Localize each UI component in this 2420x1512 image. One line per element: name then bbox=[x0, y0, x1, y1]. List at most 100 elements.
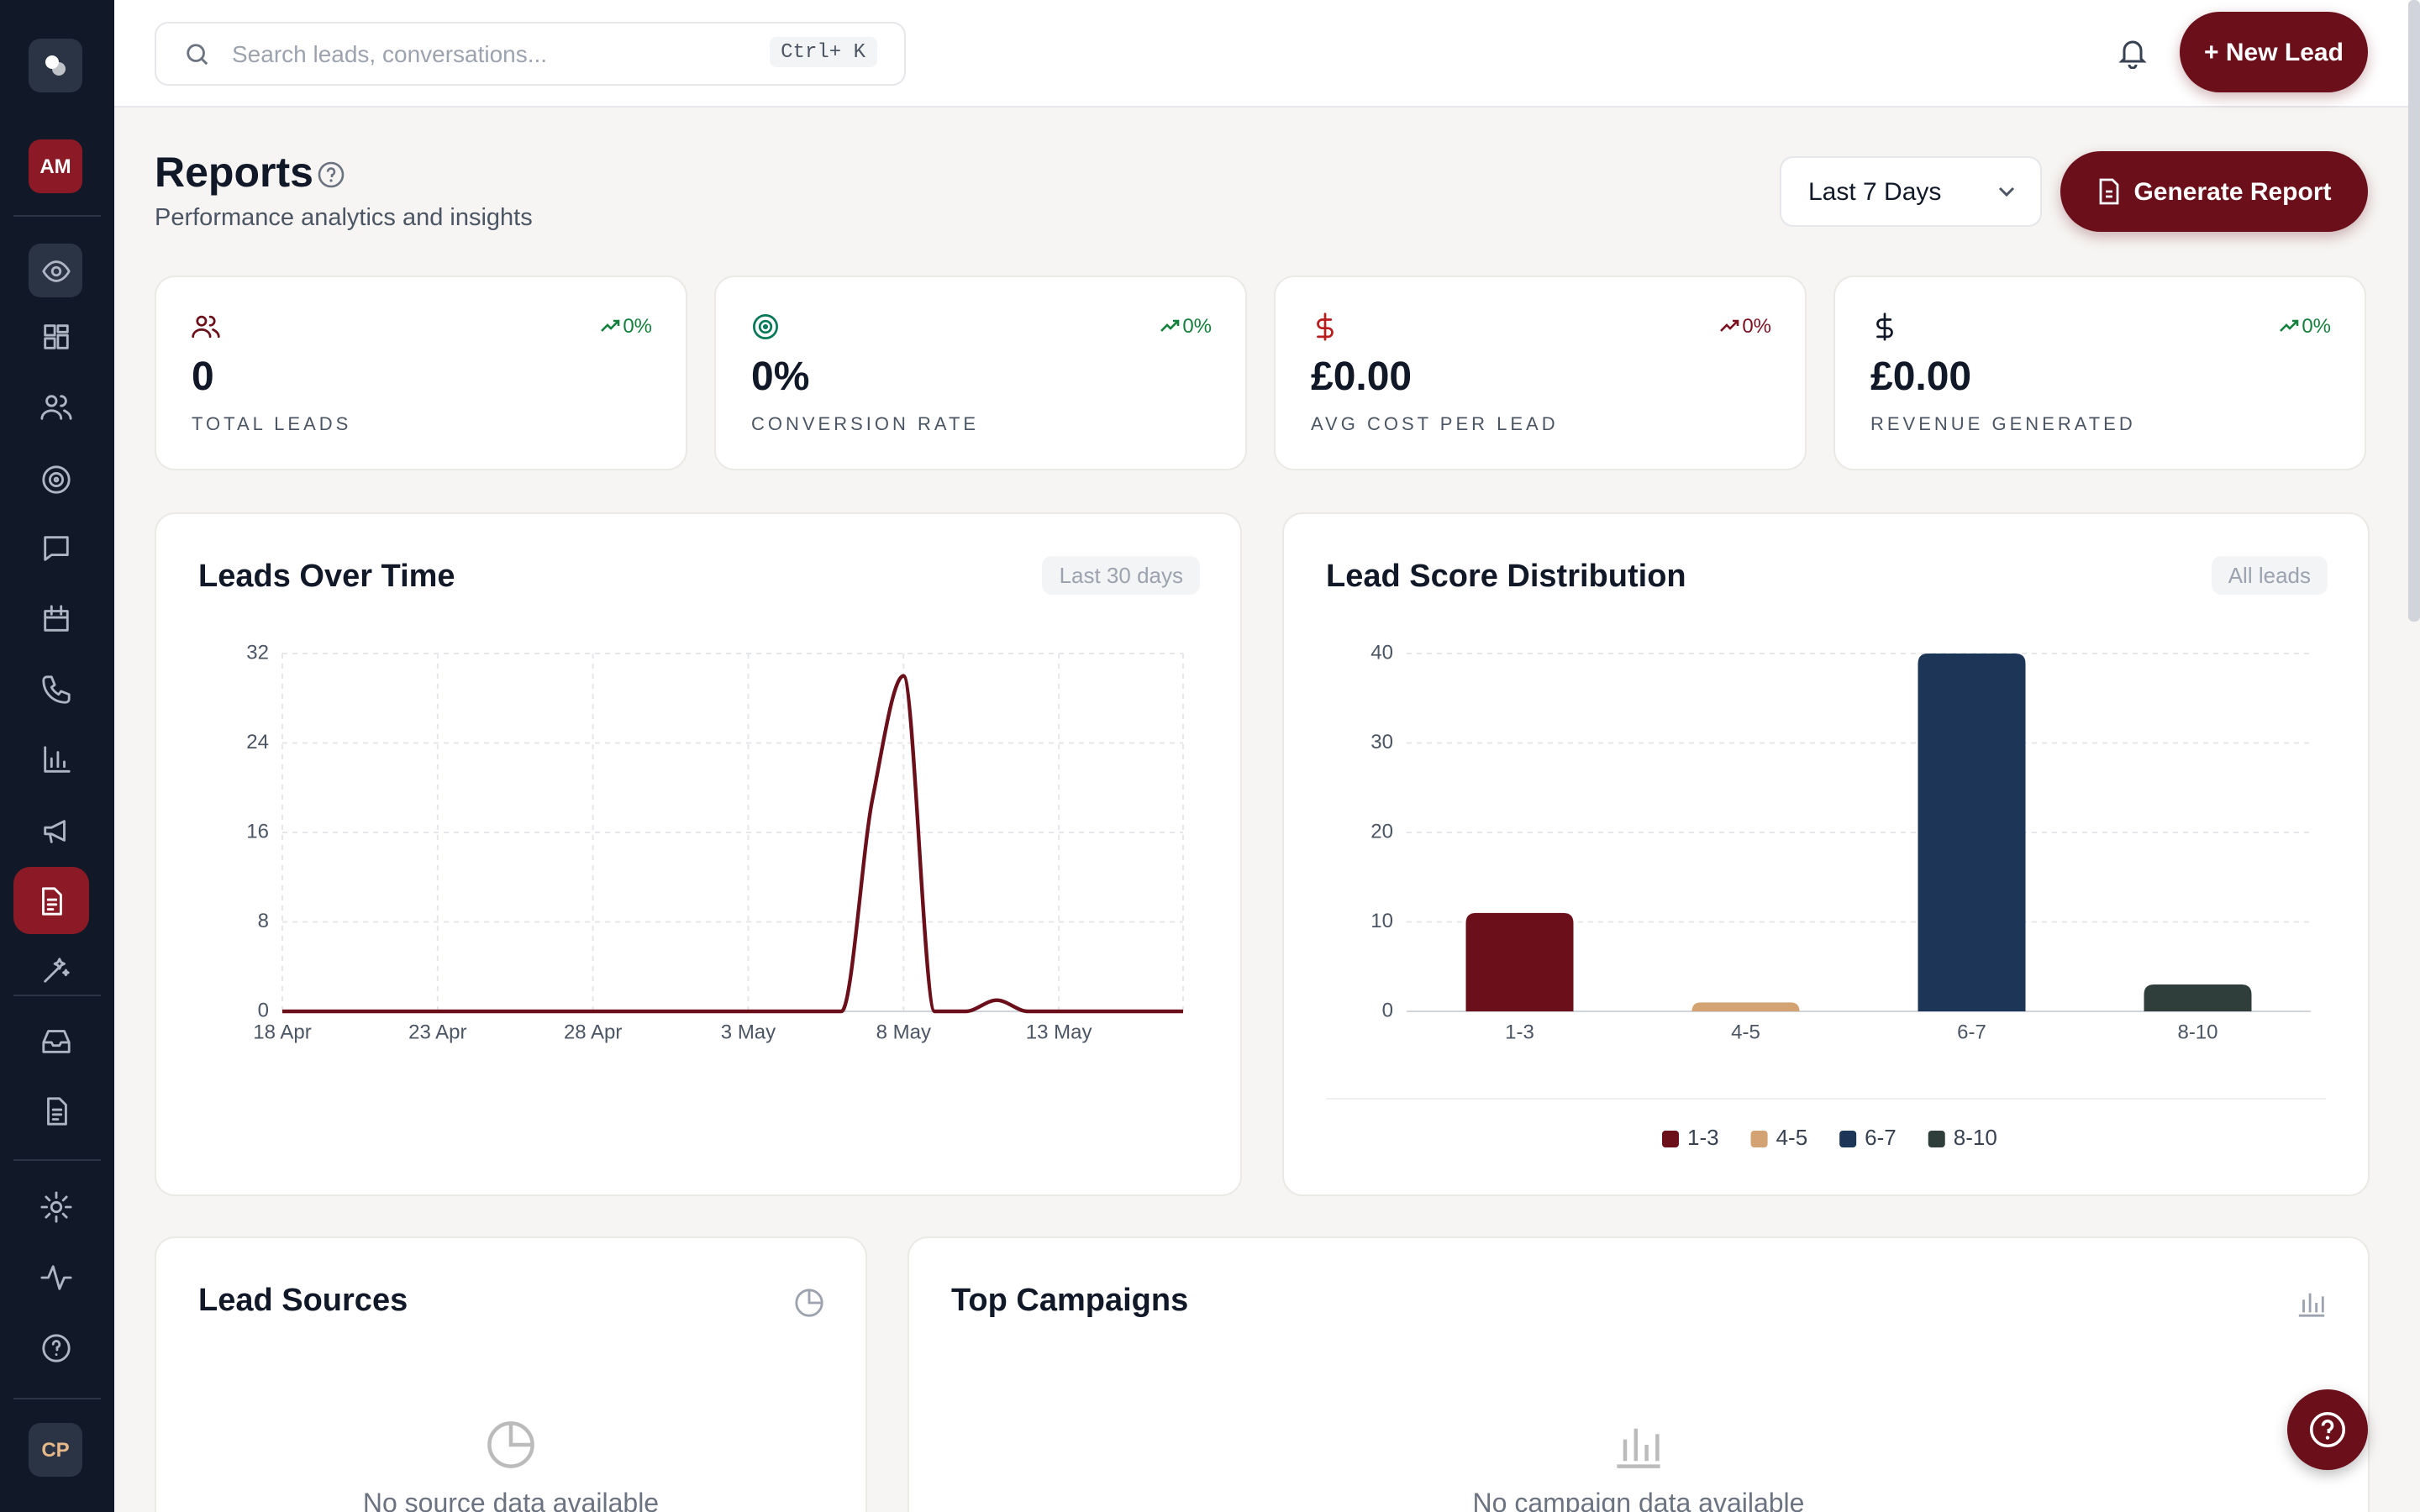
empty-text: No campaign data available bbox=[1472, 1490, 1805, 1512]
bar bbox=[2144, 984, 2252, 1011]
bar bbox=[1691, 1002, 1800, 1011]
stat-card: 0 TOTAL LEADS 0% bbox=[155, 276, 687, 470]
user-avatar[interactable]: AM bbox=[29, 139, 82, 193]
bar-icon bbox=[2298, 1293, 2325, 1317]
stat-label: REVENUE GENERATED bbox=[1870, 415, 2136, 435]
nav-icon-path bbox=[44, 819, 66, 843]
nav-icon-path bbox=[40, 1264, 72, 1289]
search-placeholder: Search leads, conversations... bbox=[232, 40, 548, 67]
trend-path bbox=[1160, 319, 1179, 332]
nav-icon[interactable] bbox=[40, 463, 72, 495]
logo-icon bbox=[45, 55, 66, 76]
x-tick-label: 4-5 bbox=[1731, 1021, 1760, 1043]
nav-icon[interactable] bbox=[40, 814, 72, 846]
lead-sources-card: Lead Sources No source data available bbox=[155, 1236, 867, 1512]
stat-change-value: 0% bbox=[623, 314, 652, 338]
nav-icon[interactable] bbox=[40, 255, 72, 286]
help-button-icon bbox=[2309, 1411, 2346, 1448]
nav-icon-path bbox=[40, 394, 72, 419]
generate-report-button[interactable]: Generate Report bbox=[2060, 151, 2368, 232]
stat-value: 0% bbox=[751, 354, 810, 400]
nav-icon-path bbox=[42, 260, 71, 281]
nav-icon-path bbox=[42, 675, 71, 703]
stat-value: £0.00 bbox=[1311, 354, 1413, 400]
stat-icon-path bbox=[1876, 312, 1893, 341]
nav-icon-path bbox=[42, 886, 62, 915]
line-series bbox=[282, 674, 1183, 1014]
nav-icon-path bbox=[42, 465, 71, 493]
nav-icon[interactable] bbox=[40, 743, 72, 775]
nav-icon-path bbox=[44, 535, 69, 560]
help-icon[interactable] bbox=[318, 161, 345, 188]
legend-swatch bbox=[1750, 1131, 1768, 1147]
card-title: Top Campaigns bbox=[951, 1284, 1189, 1319]
nav-icon[interactable] bbox=[40, 602, 72, 634]
nav-icon[interactable] bbox=[40, 1190, 72, 1222]
nav-icon[interactable] bbox=[40, 320, 72, 352]
y-tick-label: 30 bbox=[1370, 731, 1393, 753]
bar-chart: 0 10 20 30 40 1-3 4-5 6-7 8-10 1-3 4-5 6-7 8-10 bbox=[1326, 641, 2326, 1150]
logo[interactable] bbox=[29, 39, 82, 92]
search-box[interactable]: Search leads, conversations... Ctrl+ K bbox=[155, 22, 906, 86]
legend-swatch bbox=[1928, 1131, 1945, 1147]
stat-icon-path bbox=[1317, 312, 1334, 341]
shortcut: Ctrl+ K bbox=[769, 37, 877, 67]
pie-icon bbox=[795, 1289, 823, 1317]
nav-icon-path bbox=[44, 745, 71, 772]
chart-badge: All leads bbox=[2211, 556, 2328, 595]
nav-icon[interactable] bbox=[40, 953, 72, 985]
nav-icon[interactable] bbox=[40, 1331, 72, 1363]
nav-icon[interactable] bbox=[40, 1024, 72, 1056]
trend-path bbox=[1719, 319, 1739, 332]
stat-change: 0% bbox=[2278, 314, 2331, 338]
chart-title: Lead Score Distribution bbox=[1326, 559, 1686, 595]
notifications[interactable] bbox=[2116, 35, 2149, 69]
search-icon bbox=[187, 44, 208, 66]
x-tick-label: 6-7 bbox=[1957, 1021, 1986, 1043]
y-tick-label: 16 bbox=[246, 820, 269, 843]
legend-swatch bbox=[1662, 1131, 1679, 1147]
footer-avatar[interactable]: CP bbox=[29, 1423, 82, 1477]
nav-icon-path bbox=[42, 1333, 71, 1362]
trend-icon bbox=[1160, 319, 1179, 332]
empty-icon bbox=[1617, 1428, 1660, 1468]
y-tick-label: 24 bbox=[246, 731, 269, 753]
legend-label: 8-10 bbox=[1954, 1125, 1997, 1150]
nav-icon[interactable] bbox=[40, 673, 72, 705]
x-tick-label: 28 Apr bbox=[564, 1021, 622, 1043]
card-title: Lead Sources bbox=[198, 1284, 408, 1319]
nav-icon-path bbox=[44, 604, 69, 631]
legend-swatch bbox=[1839, 1131, 1857, 1147]
stat-label: TOTAL LEADS bbox=[192, 415, 352, 435]
stat-label: AVG COST PER LEAD bbox=[1311, 415, 1559, 435]
legend-label: 1-3 bbox=[1687, 1125, 1719, 1150]
scrollbar[interactable] bbox=[2408, 0, 2420, 622]
trend-icon bbox=[2279, 319, 2298, 332]
trend-path bbox=[2279, 319, 2298, 332]
stat-icon bbox=[1876, 312, 1893, 341]
chevron bbox=[1998, 186, 2015, 197]
x-tick-label: 23 Apr bbox=[408, 1021, 466, 1043]
help-button[interactable] bbox=[2287, 1389, 2368, 1470]
divider bbox=[13, 215, 101, 217]
x-tick-label: 13 May bbox=[1026, 1021, 1092, 1043]
new-lead-button[interactable]: + New Lead bbox=[2180, 12, 2368, 92]
chart-title: Leads Over Time bbox=[198, 559, 455, 595]
nav-icon[interactable] bbox=[40, 1095, 72, 1126]
nav-icon[interactable] bbox=[40, 391, 72, 423]
stat-icon bbox=[753, 314, 778, 339]
nav-icon[interactable] bbox=[35, 885, 67, 916]
nav-icon[interactable] bbox=[40, 532, 72, 564]
top-campaigns-card: Top Campaigns No campaign data available bbox=[908, 1236, 2370, 1512]
date-select[interactable]: Last 7 Days bbox=[1780, 156, 2042, 227]
divider bbox=[13, 995, 101, 996]
x-tick-label: 1-3 bbox=[1505, 1021, 1534, 1043]
stat-change-value: 0% bbox=[1742, 314, 1771, 338]
stat-label: CONVERSION RATE bbox=[751, 415, 980, 435]
nav-icon[interactable] bbox=[40, 1261, 72, 1293]
stat-icon bbox=[192, 315, 220, 339]
trend-path bbox=[600, 319, 619, 332]
stat-change-value: 0% bbox=[2302, 314, 2331, 338]
bar bbox=[1465, 912, 1574, 1011]
page-title: Reports bbox=[155, 150, 313, 197]
